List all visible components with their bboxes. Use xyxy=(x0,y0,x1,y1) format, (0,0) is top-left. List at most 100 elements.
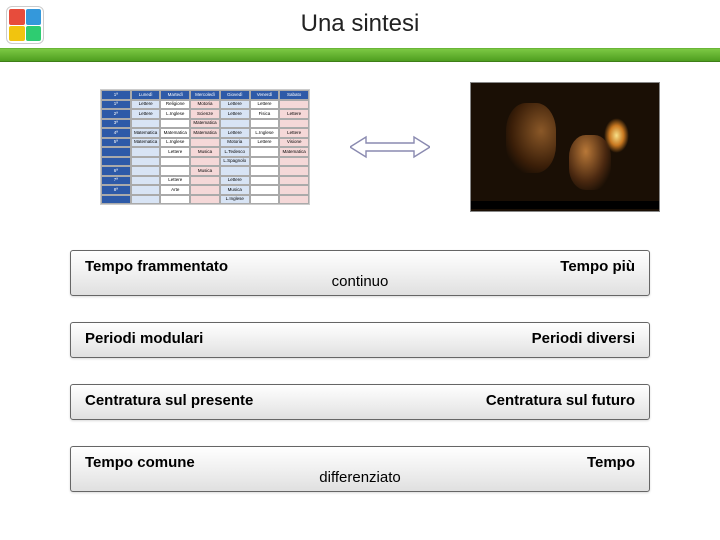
timetable-cell: 1ª xyxy=(101,100,131,110)
header: Una sintesi xyxy=(0,0,720,48)
timetable-cell xyxy=(101,157,131,167)
timetable-cell: Motoria xyxy=(220,138,250,148)
timetable-cell xyxy=(250,166,280,176)
timetable-cell: Lettere xyxy=(220,109,250,119)
timetable-cell xyxy=(131,147,161,157)
timetable-cell xyxy=(160,195,190,205)
timetable-cell: 5ª xyxy=(101,138,131,148)
comparison-box: Periodi modulari Periodi diversi xyxy=(70,322,650,358)
comparison-right: Periodi diversi xyxy=(532,330,635,347)
timetable-cell xyxy=(101,195,131,205)
timetable-cell: 7ª xyxy=(101,176,131,186)
timetable-cell: 6ª xyxy=(101,166,131,176)
timetable-cell xyxy=(131,166,161,176)
timetable-cell xyxy=(160,166,190,176)
timetable-cell xyxy=(279,100,309,110)
comparison-right: Centratura sul futuro xyxy=(486,392,635,409)
timetable-cell xyxy=(279,195,309,205)
timetable-cell: Matematica xyxy=(131,138,161,148)
page-title: Una sintesi xyxy=(301,10,420,38)
comparison-center: differenziato xyxy=(319,469,400,486)
timetable-cell xyxy=(131,195,161,205)
timetable-cell xyxy=(279,119,309,129)
comparison-right: Tempo xyxy=(587,454,635,471)
timetable-cell: Religione xyxy=(160,100,190,110)
puzzle-logo-icon xyxy=(6,6,44,44)
comparison-box: Tempo frammentato Tempo più continuo xyxy=(70,250,650,296)
timetable-cell: Lettere xyxy=(220,176,250,186)
timetable-cell xyxy=(250,119,280,129)
timetable-cell: L.Inglese xyxy=(250,128,280,138)
timetable-cell xyxy=(131,119,161,129)
logo-piece xyxy=(26,9,42,25)
comparison-left: Periodi modulari xyxy=(85,330,203,347)
timetable-cell: Matematica xyxy=(190,128,220,138)
timetable-cell xyxy=(131,185,161,195)
timetable-cell: Fisica xyxy=(250,109,280,119)
timetable-cell xyxy=(250,147,280,157)
comparison-list: Tempo frammentato Tempo più continuo Period… xyxy=(0,220,720,492)
timetable-cell: Musica xyxy=(220,185,250,195)
timetable-cell xyxy=(250,176,280,186)
timetable-header-cell: Mercoledì xyxy=(190,90,220,100)
timetable-cell: Lettere xyxy=(160,147,190,157)
timetable-cell: L.Inglese xyxy=(160,109,190,119)
timetable-cell: Matematica xyxy=(279,147,309,157)
timetable-cell: L.Tedesco xyxy=(220,147,250,157)
timetable-cell xyxy=(250,195,280,205)
timetable-header-cell: 1ª xyxy=(101,90,131,100)
timetable-cell: Motoria xyxy=(190,100,220,110)
comparison-box: Tempo comune Tempo differenziato xyxy=(70,446,650,492)
timetable-cell: Matematica xyxy=(160,128,190,138)
timetable-cell xyxy=(190,176,220,186)
timetable-cell: 3ª xyxy=(101,119,131,129)
timetable-header-cell: Martedì xyxy=(160,90,190,100)
timetable-cell: Lettere xyxy=(279,109,309,119)
timetable-cell: Matematica xyxy=(190,119,220,129)
timetable-cell: Lettere xyxy=(279,128,309,138)
timetable-cell: Arte xyxy=(160,185,190,195)
comparison-left: Centratura sul presente xyxy=(85,392,253,409)
timetable-cell: Lettere xyxy=(250,138,280,148)
timetable-cell xyxy=(131,157,161,167)
timetable-cell: Lettere xyxy=(220,128,250,138)
timetable-cell xyxy=(279,166,309,176)
timetable-cell: Musica xyxy=(190,147,220,157)
timetable-cell xyxy=(131,176,161,186)
timetable-cell: L.Spagnolo xyxy=(220,157,250,167)
timetable-cell: Lettere xyxy=(131,100,161,110)
logo-piece xyxy=(9,26,25,42)
timetable-cell: Lettere xyxy=(250,100,280,110)
timetable-cell: Matematica xyxy=(131,128,161,138)
timetable-header-cell: Giovedì xyxy=(220,90,250,100)
comparison-left: Tempo frammentato xyxy=(85,258,228,275)
timetable-cell xyxy=(250,185,280,195)
divider-bar xyxy=(0,48,720,62)
timetable-cell xyxy=(220,119,250,129)
comparison-left: Tempo comune xyxy=(85,454,195,471)
comparison-right: Tempo più xyxy=(560,258,635,275)
timetable-header-cell: Sabato xyxy=(279,90,309,100)
timetable-image: 1ªLunedìMartedìMercoledìGiovedìVenerdìSa… xyxy=(100,89,310,205)
timetable-cell xyxy=(101,147,131,157)
timetable-cell xyxy=(190,138,220,148)
timetable-cell xyxy=(190,185,220,195)
timetable-cell xyxy=(220,166,250,176)
timetable-cell: Lettere xyxy=(131,109,161,119)
timetable-cell xyxy=(279,185,309,195)
timetable-cell xyxy=(250,157,280,167)
timetable-cell: 4ª xyxy=(101,128,131,138)
logo-piece xyxy=(9,9,25,25)
timetable-cell: L.Inglese xyxy=(220,195,250,205)
timetable-cell xyxy=(279,176,309,186)
images-row: 1ªLunedìMartedìMercoledìGiovedìVenerdìSa… xyxy=(0,62,720,220)
logo-piece xyxy=(26,26,42,42)
timetable-cell: 8ª xyxy=(101,185,131,195)
double-arrow-icon xyxy=(350,133,430,161)
timetable-cell: Musica xyxy=(190,166,220,176)
timetable-cell: L.Inglese xyxy=(160,138,190,148)
timetable-cell: Visione xyxy=(279,138,309,148)
timetable-cell: 2ª xyxy=(101,109,131,119)
timetable-cell: Lettere xyxy=(160,176,190,186)
comparison-center: continuo xyxy=(332,273,389,290)
